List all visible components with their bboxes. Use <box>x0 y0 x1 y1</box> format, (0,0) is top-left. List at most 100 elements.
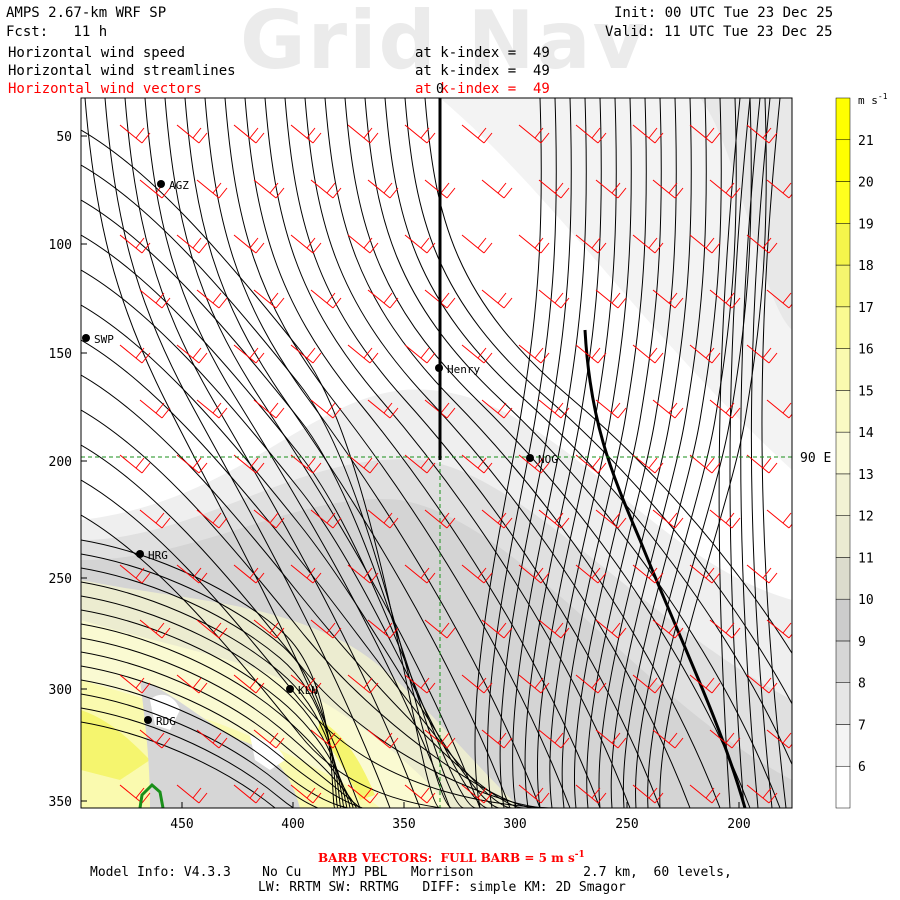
streamline <box>144 98 451 808</box>
field-name-speed: Horizontal wind speed <box>8 45 186 61</box>
wind-barb <box>689 784 721 804</box>
station-label: NOG <box>538 453 558 466</box>
colorbar-label: 14 <box>858 426 874 441</box>
wind-barb <box>367 399 399 419</box>
wind-barb <box>233 344 265 364</box>
y-tick-label: 50 <box>56 130 72 145</box>
streamline <box>81 129 441 808</box>
wind-barb <box>139 619 171 639</box>
streamline <box>81 595 348 808</box>
field-level-streamlines: at k-index = 49 <box>415 63 550 79</box>
wind-barb <box>233 234 265 254</box>
station-label: AGZ <box>169 179 189 192</box>
wind-barb <box>233 674 265 694</box>
station-label: RDG <box>156 715 176 728</box>
wind-barb <box>367 509 399 529</box>
wind-barb <box>766 509 792 529</box>
wind-barb <box>290 234 322 254</box>
streamline <box>586 98 677 808</box>
colorbar-label: 19 <box>858 217 874 232</box>
wind-speed-shading <box>81 98 792 808</box>
wind-barb <box>746 454 778 474</box>
wind-barb <box>709 399 741 419</box>
model-info: Model Info: V4.3.3 No Cu MYJ PBL Morriso… <box>90 865 732 880</box>
wind-barb <box>196 399 228 419</box>
x-tick-label: 350 <box>392 817 415 832</box>
colorbar-unit: m s-1 <box>858 92 888 107</box>
wind-barb <box>119 674 151 694</box>
wind-barb <box>518 784 550 804</box>
colorbar-label: 11 <box>858 551 874 566</box>
wind-barb <box>424 619 456 639</box>
wind-barb <box>347 344 379 364</box>
wind-barb <box>595 289 627 309</box>
station-marker <box>435 364 443 372</box>
wind-barb <box>119 124 151 144</box>
wind-barb <box>766 729 792 749</box>
model-title: AMPS 2.67-km WRF SP <box>6 5 167 21</box>
streamline <box>81 199 465 808</box>
wind-barb <box>404 234 436 254</box>
streamline <box>610 98 707 808</box>
meridian-label: 0 <box>436 82 444 97</box>
wind-barb <box>461 124 493 144</box>
wind-barb <box>424 179 456 199</box>
colorbar-label: 16 <box>858 343 874 358</box>
streamline <box>512 98 587 808</box>
wind-barb <box>233 454 265 474</box>
wind-barb <box>518 124 550 144</box>
wind-barb <box>196 179 228 199</box>
wind-barb <box>461 454 493 474</box>
streamline <box>549 98 632 808</box>
colorbar-swatch <box>835 223 851 266</box>
streamline <box>81 339 513 808</box>
wind-barb <box>518 234 550 254</box>
streamline <box>81 651 360 808</box>
wind-barb <box>518 674 550 694</box>
wind-barb <box>538 289 570 309</box>
colorbar-swatch <box>835 598 851 642</box>
coastline <box>138 782 165 808</box>
speed-contour-fill <box>140 680 300 808</box>
wind-barb <box>461 344 493 364</box>
x-tick-label: 200 <box>727 817 750 832</box>
streamline <box>659 98 767 808</box>
y-tick-label: 350 <box>49 795 72 810</box>
y-tick-label: 150 <box>49 347 72 362</box>
wind-barb <box>575 784 607 804</box>
wind-barb <box>424 509 456 529</box>
wind-barb <box>575 344 607 364</box>
y-tick-label: 100 <box>49 238 72 253</box>
colorbar-label: 10 <box>858 593 874 608</box>
streamline <box>424 98 792 655</box>
wind-barb <box>632 454 664 474</box>
wind-barb <box>404 344 436 364</box>
wind-barb <box>367 729 399 749</box>
x-axis: 450 400 350 300 250 200 <box>170 802 751 832</box>
streamline <box>81 444 549 808</box>
colorbar-swatch <box>835 181 851 224</box>
x-tick-label: 250 <box>615 817 638 832</box>
wind-barb <box>310 289 342 309</box>
wind-barb <box>139 289 171 309</box>
streamline <box>81 409 537 808</box>
colorbar-swatch <box>835 765 851 809</box>
colorbar-label: 15 <box>858 384 874 399</box>
wind-barb <box>766 289 792 309</box>
streamline <box>404 98 792 706</box>
station-label: SWP <box>94 333 114 346</box>
field-name-streamlines: Horizontal wind streamlines <box>8 63 236 79</box>
colorbar-swatch <box>835 682 851 725</box>
streamline <box>224 98 571 808</box>
streamline <box>487 98 557 808</box>
wind-barb <box>538 179 570 199</box>
x-tick-label: 400 <box>281 817 304 832</box>
wind-barb <box>518 454 550 474</box>
wind-barb <box>290 784 322 804</box>
wind-barb <box>689 564 721 584</box>
wind-barb <box>461 564 493 584</box>
valid-time: Valid: 11 UTC Tue 23 Dec 25 <box>605 24 833 40</box>
physics-info: LW: RRTM SW: RRTMG DIFF: simple KM: 2D S… <box>258 880 626 895</box>
streamline <box>81 479 561 808</box>
